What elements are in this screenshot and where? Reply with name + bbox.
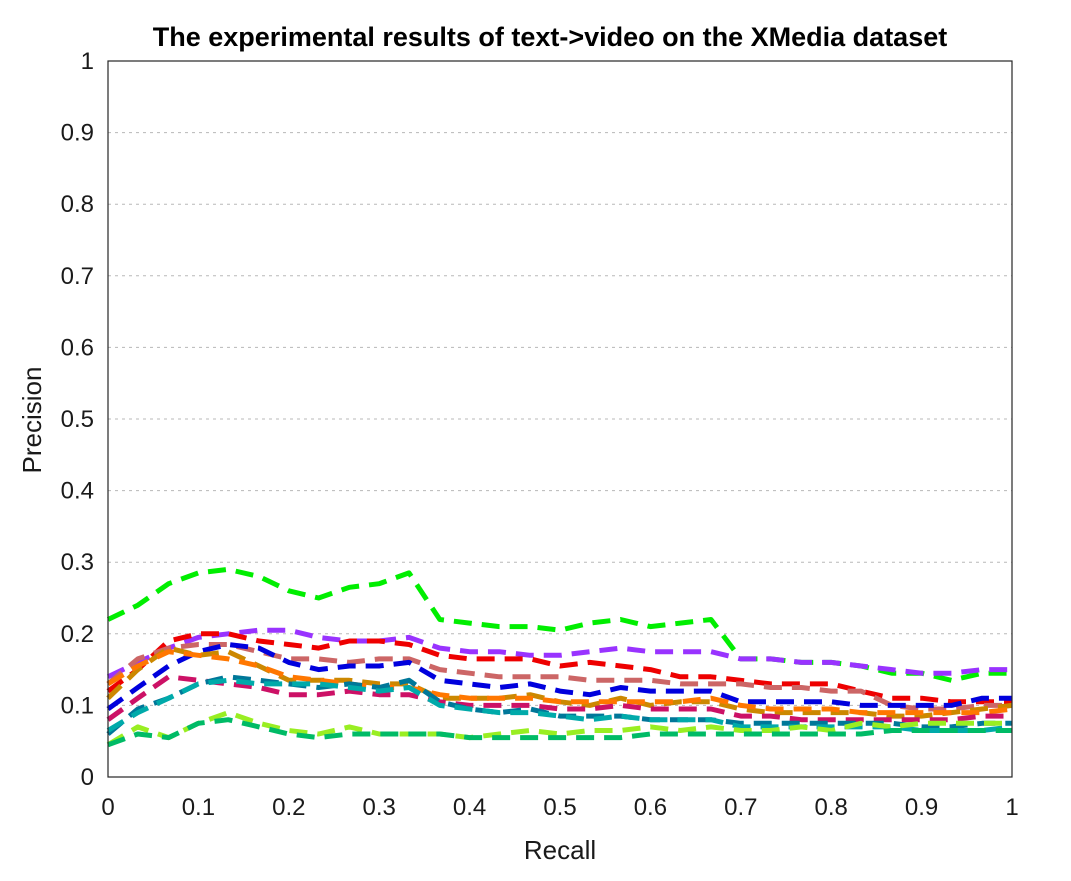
series-line-12 xyxy=(107,717,1012,748)
series-line-2 xyxy=(106,627,1012,680)
x-tick-label-0: 0 xyxy=(101,794,114,821)
y-tick-label-0: 0 xyxy=(81,764,94,791)
series-line-3 xyxy=(106,631,1012,705)
y-tick-label-3: 0.3 xyxy=(61,549,94,576)
series-line-8 xyxy=(106,674,1012,723)
series-line-7 xyxy=(106,649,1013,716)
x-tick-label-6: 0.6 xyxy=(634,794,667,821)
y-tick-label-10: 1 xyxy=(81,48,94,75)
y-axis-label: Precision xyxy=(17,367,47,474)
y-tick-label-9: 0.9 xyxy=(61,120,94,147)
series-line-11 xyxy=(106,710,1012,747)
x-tick-label-1: 0.1 xyxy=(182,794,215,821)
x-tick-label-8: 0.8 xyxy=(815,794,848,821)
y-tick-label-2: 0.2 xyxy=(61,621,94,648)
y-tick-label-5: 0.5 xyxy=(61,406,94,433)
x-tick-label-3: 0.3 xyxy=(363,794,396,821)
x-tick-labels: 0 0.1 0.2 0.3 0.4 0.5 0.6 0.7 0.8 0.9 1 xyxy=(101,794,1018,821)
plot-frame xyxy=(107,60,1013,778)
x-tick-label-5: 0.5 xyxy=(543,794,576,821)
x-axis-label: Recall xyxy=(524,835,596,865)
y-tick-label-4: 0.4 xyxy=(61,478,94,505)
x-tick-label-10: 1 xyxy=(1005,794,1018,821)
series-line-5 xyxy=(106,642,1012,712)
grid-lines xyxy=(108,132,1012,706)
x-tick-label-7: 0.7 xyxy=(724,794,757,821)
y-tick-label-1: 0.1 xyxy=(61,692,94,719)
x-tick-label-9: 0.9 xyxy=(905,794,938,821)
y-tick-label-6: 0.6 xyxy=(61,334,94,361)
y-tick-label-7: 0.7 xyxy=(61,263,94,290)
y-tick-label-8: 0.8 xyxy=(61,191,94,218)
series-line-9 xyxy=(106,674,1012,736)
series-line-4 xyxy=(106,642,1012,712)
x-tick-label-4: 0.4 xyxy=(453,794,486,821)
series-line-10 xyxy=(106,677,1013,733)
y-tick-labels: 0 0.1 0.2 0.3 0.4 0.5 0.6 0.7 0.8 0.9 1 xyxy=(61,48,94,791)
x-tick-label-2: 0.2 xyxy=(272,794,305,821)
chart-title: The experimental results of text->video … xyxy=(153,22,947,52)
series-lines xyxy=(106,566,1013,748)
